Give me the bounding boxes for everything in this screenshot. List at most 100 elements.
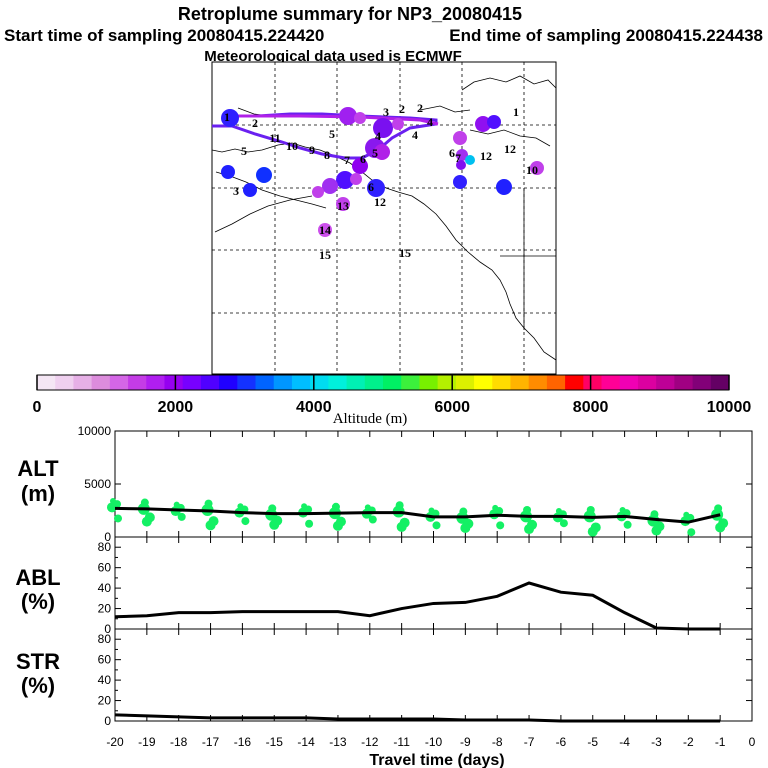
altitude-point [460, 522, 471, 533]
colorbar-swatch [710, 375, 730, 390]
x-tick-label: -11 [393, 735, 410, 749]
colorbar-tick-label: 10000 [707, 399, 752, 416]
trajectory-day-label: 11 [269, 131, 280, 145]
x-tick-label: -10 [425, 735, 443, 749]
altitude-point [651, 525, 662, 536]
altitude-colorbar: 0 2000 4000 6000 8000 10000 [33, 374, 752, 416]
altitude-point [304, 505, 313, 514]
altitude-point [587, 526, 598, 537]
y-tick-label: 60 [98, 653, 112, 667]
trajectory-day-label: 5 [241, 144, 247, 158]
colorbar-swatch [455, 375, 475, 390]
x-tick-label: -7 [524, 735, 535, 749]
colorbar-tick-label: 4000 [296, 399, 332, 416]
y-tick-label: 10000 [78, 424, 112, 438]
trajectory-day-label: 10 [526, 163, 538, 177]
y-tick-label: 20 [98, 694, 112, 708]
altitude-point [395, 501, 404, 510]
altitude-point [523, 505, 532, 514]
colorbar-swatch [291, 375, 311, 390]
altitude-point [268, 504, 277, 513]
altitude-point [432, 521, 441, 530]
altitude-point [332, 520, 343, 531]
y-tick-label: 40 [98, 673, 112, 687]
altitude-cluster-marker [221, 165, 235, 179]
trajectory-day-label: 15 [319, 248, 331, 262]
alt-panel-unit: (m) [21, 481, 55, 506]
colorbar-swatch [546, 375, 566, 390]
trajectory-day-label: 5 [372, 146, 378, 160]
colorbar-tick-label: 2000 [158, 399, 194, 416]
colorbar-swatch [601, 375, 621, 390]
trajectory-day-label: 15 [399, 246, 411, 260]
colorbar-swatch [273, 375, 293, 390]
colorbar-swatch [310, 375, 329, 390]
panel-frame-str [114, 628, 753, 722]
altitude-cluster-marker [221, 109, 239, 127]
colorbar-swatch [200, 375, 220, 390]
trajectory-day-label: 2 [252, 116, 258, 130]
trajectory-day-label: 4 [427, 115, 433, 129]
x-tick-label: -19 [138, 735, 156, 749]
colorbar-swatch [91, 375, 111, 390]
trajectory-day-label: 14 [319, 223, 331, 237]
altitude-cluster-marker [256, 167, 272, 183]
altitude-point [714, 504, 723, 513]
colorbar-tick-label: 0 [33, 399, 42, 416]
trajectory-day-label: 12 [374, 195, 386, 209]
colorbar-swatch [528, 375, 548, 390]
y-tick-label: 0 [104, 714, 111, 728]
altitude-cluster-marker [530, 161, 544, 175]
colorbar-swatch [692, 375, 712, 390]
altitude-point [241, 517, 250, 526]
altitude-point [140, 498, 149, 507]
str-line [114, 713, 721, 723]
trajectory-day-label: 12 [504, 142, 516, 156]
colorbar-swatch [164, 375, 184, 390]
y-tick-label: 80 [98, 632, 112, 646]
y-tick-label: 0 [104, 530, 111, 544]
altitude-cluster-marker [374, 144, 390, 160]
x-tick-label: -15 [266, 735, 284, 749]
x-tick-label: -3 [651, 735, 662, 749]
colorbar-swatch [437, 375, 457, 390]
trajectory-day-label: 7 [455, 151, 461, 165]
altitude-point [114, 514, 122, 523]
trajectory-day-label: 7 [344, 153, 350, 167]
altitude-cluster-marker [392, 118, 404, 130]
altitude-cluster-marker [350, 173, 362, 185]
trajectory-day-label: 2 [417, 101, 423, 115]
colorbar-swatch [219, 375, 238, 390]
met-data-label: Meteorological data used is ECMWF [204, 48, 462, 65]
altitude-point [650, 510, 659, 519]
x-tick-label: -12 [361, 735, 379, 749]
colorbar-swatch [182, 375, 202, 390]
trajectory-day-label: 9 [309, 143, 315, 157]
trajectory-day-label: 3 [233, 184, 239, 198]
trajectory-day-label: 5 [329, 127, 335, 141]
colorbar-swatch [37, 375, 56, 390]
x-tick-label: -6 [556, 735, 567, 749]
x-tick-label: -20 [106, 735, 124, 749]
abl-line [114, 581, 721, 631]
colorbar-swatch [419, 375, 439, 390]
panel-frame-abl [114, 536, 753, 630]
trajectory-day-label: 4 [375, 129, 381, 143]
altitude-point [559, 519, 568, 528]
x-tick-label: -2 [683, 735, 694, 749]
trajectory-day-label: 12 [480, 149, 492, 163]
altitude-point [459, 507, 468, 516]
start-time-label: Start time of sampling 20080415.224420 [4, 26, 324, 45]
altitude-cluster-marker [243, 183, 257, 197]
colorbar-tick-label: 6000 [434, 399, 470, 416]
altitude-cluster-marker [496, 179, 512, 195]
altitude-point [205, 520, 216, 531]
trajectory-day-label: 1 [224, 110, 230, 124]
trajectory-day-label: 6 [360, 152, 366, 166]
altitude-point [623, 520, 632, 529]
altitude-cluster-marker [352, 158, 368, 174]
altitude-cluster-marker [336, 171, 354, 189]
abl-panel-unit: (%) [21, 589, 55, 614]
colorbar-swatch [73, 375, 93, 390]
